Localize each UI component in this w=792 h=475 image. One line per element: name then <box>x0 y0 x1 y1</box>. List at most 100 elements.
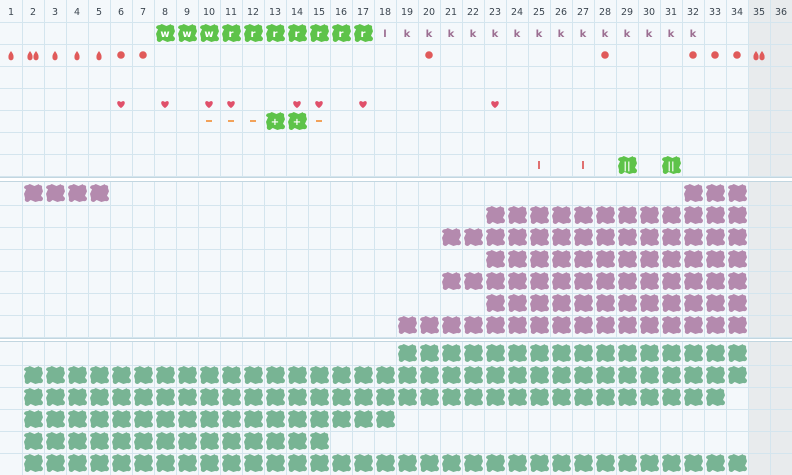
booking-cell[interactable] <box>596 250 615 268</box>
booking-cell[interactable] <box>662 454 681 472</box>
booking-cell[interactable] <box>222 366 241 384</box>
booking-cell[interactable] <box>508 250 527 268</box>
booking-cell[interactable] <box>46 388 65 406</box>
booking-cell[interactable] <box>46 454 65 472</box>
booking-cell[interactable] <box>640 344 659 362</box>
booking-cell[interactable] <box>244 366 263 384</box>
booking-cell[interactable] <box>310 388 329 406</box>
booking-cell[interactable] <box>24 454 43 472</box>
booking-cell[interactable] <box>90 454 109 472</box>
booking-cell[interactable] <box>574 388 593 406</box>
booking-cell[interactable] <box>530 316 549 334</box>
booking-cell[interactable] <box>398 344 417 362</box>
booking-cell[interactable] <box>46 366 65 384</box>
booking-cell[interactable] <box>46 184 65 202</box>
booking-cell[interactable] <box>244 410 263 428</box>
booking-cell[interactable] <box>662 366 681 384</box>
booking-cell[interactable] <box>398 454 417 472</box>
status-badge-col-10[interactable] <box>200 24 219 42</box>
booking-cell[interactable] <box>90 388 109 406</box>
status-badge-col-16[interactable] <box>332 24 351 42</box>
booking-cell[interactable] <box>464 228 483 246</box>
booking-cell[interactable] <box>530 388 549 406</box>
booking-cell[interactable] <box>706 250 725 268</box>
booking-cell[interactable] <box>552 344 571 362</box>
booking-cell[interactable] <box>178 388 197 406</box>
booking-cell[interactable] <box>728 228 747 246</box>
booking-cell[interactable] <box>640 454 659 472</box>
booking-cell[interactable] <box>596 388 615 406</box>
booking-cell[interactable] <box>596 272 615 290</box>
booking-cell[interactable] <box>662 316 681 334</box>
booking-cell[interactable] <box>684 184 703 202</box>
booking-cell[interactable] <box>574 206 593 224</box>
booking-cell[interactable] <box>552 454 571 472</box>
booking-cell[interactable] <box>310 432 329 450</box>
booking-cell[interactable] <box>640 206 659 224</box>
booking-cell[interactable] <box>486 344 505 362</box>
booking-cell[interactable] <box>706 454 725 472</box>
booking-cell[interactable] <box>640 272 659 290</box>
booking-cell[interactable] <box>178 454 197 472</box>
booking-cell[interactable] <box>68 454 87 472</box>
booking-cell[interactable] <box>486 206 505 224</box>
booking-cell[interactable] <box>420 366 439 384</box>
booking-cell[interactable] <box>222 410 241 428</box>
booking-cell[interactable] <box>684 388 703 406</box>
booking-cell[interactable] <box>178 366 197 384</box>
booking-cell[interactable] <box>574 250 593 268</box>
booking-cell[interactable] <box>640 366 659 384</box>
booking-cell[interactable] <box>354 410 373 428</box>
booking-cell[interactable] <box>442 454 461 472</box>
booking-cell[interactable] <box>684 206 703 224</box>
booking-cell[interactable] <box>508 388 527 406</box>
booking-cell[interactable] <box>508 206 527 224</box>
booking-cell[interactable] <box>442 228 461 246</box>
booking-cell[interactable] <box>112 432 131 450</box>
booking-cell[interactable] <box>68 432 87 450</box>
booking-cell[interactable] <box>134 366 153 384</box>
booking-cell[interactable] <box>552 366 571 384</box>
booking-cell[interactable] <box>618 250 637 268</box>
status-badge-col-9[interactable] <box>178 24 197 42</box>
booking-cell[interactable] <box>112 454 131 472</box>
booking-cell[interactable] <box>332 410 351 428</box>
booking-cell[interactable] <box>706 272 725 290</box>
booking-cell[interactable] <box>442 316 461 334</box>
booking-cell[interactable] <box>728 366 747 384</box>
booking-cell[interactable] <box>684 228 703 246</box>
booking-cell[interactable] <box>552 206 571 224</box>
booking-cell[interactable] <box>508 228 527 246</box>
booking-cell[interactable] <box>24 388 43 406</box>
booking-cell[interactable] <box>332 366 351 384</box>
booking-cell[interactable] <box>442 272 461 290</box>
booking-cell[interactable] <box>398 366 417 384</box>
booking-cell[interactable] <box>200 432 219 450</box>
booking-cell[interactable] <box>508 272 527 290</box>
booking-cell[interactable] <box>508 366 527 384</box>
plus-badge-col-14[interactable] <box>288 112 307 130</box>
booking-cell[interactable] <box>310 410 329 428</box>
booking-cell[interactable] <box>684 344 703 362</box>
booking-cell[interactable] <box>354 388 373 406</box>
booking-cell[interactable] <box>640 228 659 246</box>
booking-cell[interactable] <box>376 366 395 384</box>
status-badge-col-12[interactable] <box>244 24 263 42</box>
booking-cell[interactable] <box>288 366 307 384</box>
booking-cell[interactable] <box>640 294 659 312</box>
booking-cell[interactable] <box>728 454 747 472</box>
booking-cell[interactable] <box>24 184 43 202</box>
booking-cell[interactable] <box>486 454 505 472</box>
booking-cell[interactable] <box>420 388 439 406</box>
booking-cell[interactable] <box>574 272 593 290</box>
booking-cell[interactable] <box>486 272 505 290</box>
booking-cell[interactable] <box>640 316 659 334</box>
booking-cell[interactable] <box>530 272 549 290</box>
booking-cell[interactable] <box>596 366 615 384</box>
booking-cell[interactable] <box>508 454 527 472</box>
pause-badge-col-31[interactable] <box>662 156 681 174</box>
booking-cell[interactable] <box>200 388 219 406</box>
booking-cell[interactable] <box>684 294 703 312</box>
booking-cell[interactable] <box>24 432 43 450</box>
booking-cell[interactable] <box>684 272 703 290</box>
